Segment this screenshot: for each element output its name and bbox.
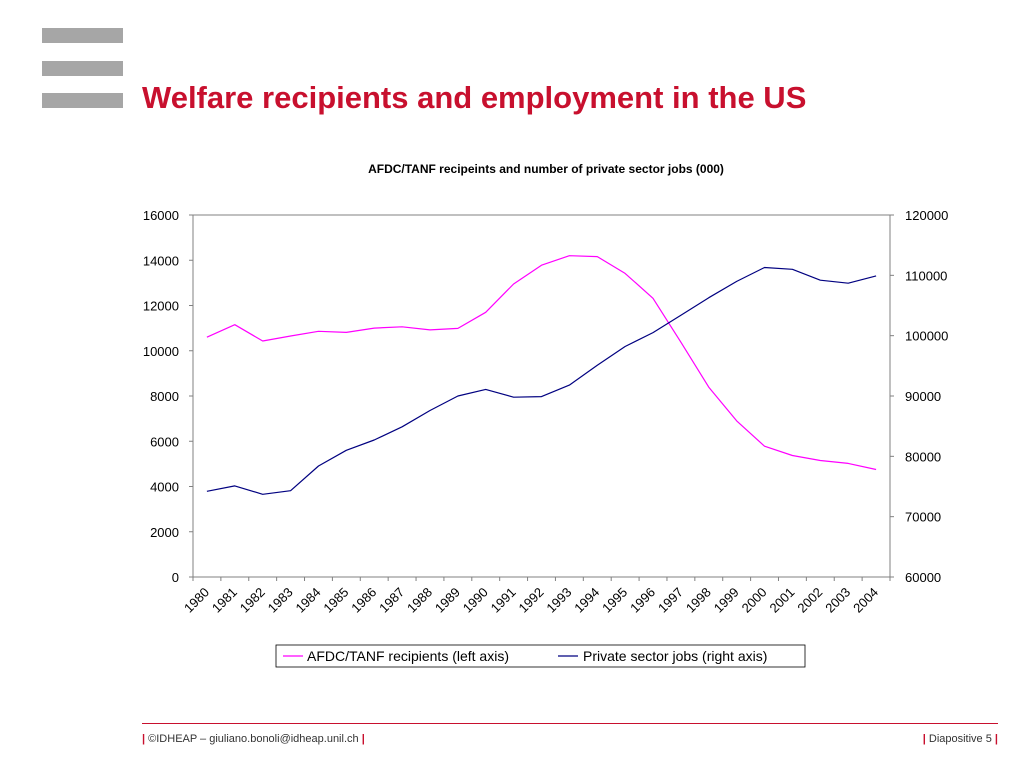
left-axis-tick-label: 16000 <box>143 208 179 223</box>
slide-number: Diapositive 5 <box>928 733 992 745</box>
x-axis-tick-label: 2003 <box>822 585 853 616</box>
x-axis-tick-label: 1991 <box>488 585 519 616</box>
left-axis-tick-label: 14000 <box>143 253 179 268</box>
footer-divider <box>142 723 998 724</box>
x-axis-tick-label: 1983 <box>265 585 296 616</box>
left-axis-tick-label: 10000 <box>143 344 179 359</box>
right-axis-tick-label: 90000 <box>905 389 941 404</box>
left-axis-tick-label: 8000 <box>150 389 179 404</box>
x-axis-tick-label: 1992 <box>516 585 547 616</box>
series-group <box>206 255 877 495</box>
x-axis-tick-label: 2002 <box>794 585 825 616</box>
x-axis-tick-label: 1990 <box>460 585 491 616</box>
series-line-afdc <box>206 255 877 471</box>
x-axis-tick-label: 1982 <box>237 585 268 616</box>
legend-box <box>275 644 806 668</box>
x-axis-tick-label: 1980 <box>181 585 212 616</box>
right-axis: 60000 70000 80000 90000 100000 110000 120000 <box>890 208 948 585</box>
x-axis-tick-label: 2000 <box>739 585 770 616</box>
x-axis-tick-label: 2001 <box>766 585 797 616</box>
left-axis: 0 2000 4000 6000 8000 10000 12000 14000 16000 <box>143 208 193 585</box>
legend: AFDC/TANF recipients (left axis) Private… <box>275 644 806 668</box>
x-axis-tick-label: 1995 <box>599 585 630 616</box>
x-axis-tick-label: 1993 <box>543 585 574 616</box>
x-axis-tick-label: 1996 <box>627 585 658 616</box>
page-title: Welfare recipients and employment in the… <box>142 80 807 115</box>
footer-right: | Diapositive 5 | <box>923 733 998 745</box>
x-axis-tick-label: 2004 <box>850 585 881 616</box>
x-axis-tick-label: 1999 <box>711 585 742 616</box>
right-axis-tick-label: 110000 <box>905 268 947 283</box>
x-axis-tick-label: 1981 <box>209 585 240 616</box>
left-axis-tick-label: 0 <box>172 570 179 585</box>
menu-bar-2 <box>42 61 123 76</box>
right-axis-tick-label: 60000 <box>905 570 941 585</box>
legend-label-afdc: AFDC/TANF recipients (left axis) <box>307 648 509 664</box>
right-axis-tick-label: 80000 <box>905 449 941 464</box>
x-axis-tick-label: 1988 <box>404 585 435 616</box>
menu-bar-3 <box>42 93 123 108</box>
x-axis-tick-label: 1987 <box>376 585 407 616</box>
left-axis-tick-label: 6000 <box>150 434 179 449</box>
x-axis: 1980198119821983198419851986198719881989… <box>181 577 891 616</box>
right-axis-tick-label: 70000 <box>905 510 941 525</box>
footer-left: | ©IDHEAP – giuliano.bonoli@idheap.unil.… <box>142 733 365 745</box>
left-axis-tick-label: 2000 <box>150 525 179 540</box>
left-axis-tick-label: 4000 <box>150 480 179 495</box>
footer-separator: | <box>922 733 926 745</box>
x-axis-tick-label: 1998 <box>683 585 714 616</box>
menu-bar-1 <box>42 28 123 43</box>
footer-separator: | <box>994 733 998 745</box>
right-axis-tick-label: 120000 <box>905 208 948 223</box>
x-axis-tick-label: 1997 <box>655 585 686 616</box>
series-line-jobs <box>206 266 877 495</box>
right-axis-tick-label: 100000 <box>905 329 948 344</box>
x-axis-tick-label: 1994 <box>571 585 602 616</box>
left-axis-tick-label: 12000 <box>143 299 179 314</box>
x-axis-tick-label: 1985 <box>320 585 351 616</box>
x-axis-tick-label: 1984 <box>293 585 324 616</box>
chart-title: AFDC/TANF recipeints and number of priva… <box>368 162 724 176</box>
x-axis-tick-label: 1989 <box>432 585 463 616</box>
legend-label-jobs: Private sector jobs (right axis) <box>583 648 767 664</box>
footer-copyright: ©IDHEAP – giuliano.bonoli@idheap.unil.ch <box>148 733 359 745</box>
x-axis-tick-label: 1986 <box>348 585 379 616</box>
footer-separator: | <box>361 733 365 745</box>
footer-separator: | <box>142 733 146 745</box>
